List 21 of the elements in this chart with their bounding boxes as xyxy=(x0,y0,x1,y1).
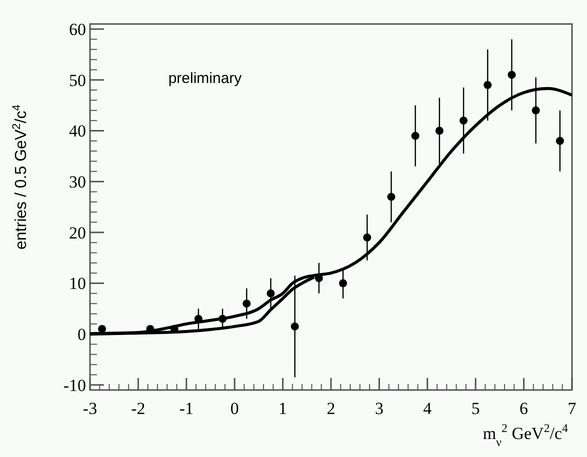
x-tick-label: -2 xyxy=(131,399,146,418)
x-tick-label: 3 xyxy=(374,399,384,418)
annotation: preliminary xyxy=(168,70,242,87)
x-tick-label: 5 xyxy=(471,399,480,418)
y-tick-label: 50 xyxy=(69,70,86,90)
x-tick-label: 2 xyxy=(326,399,336,418)
y-tick-label: 20 xyxy=(69,223,86,242)
x-tick-label: -3 xyxy=(82,399,98,418)
x-tick-label: 0 xyxy=(230,399,239,418)
y-tick-label: 40 xyxy=(69,122,86,141)
y-tick-label: -10 xyxy=(63,376,86,395)
x-axis-title: m$_{ν}$$^{2}$ GeV$^{2}$/c$^{4}$ xyxy=(482,421,568,449)
x-tick-label: 1 xyxy=(278,399,288,418)
y-tick-label: 60 xyxy=(69,20,86,40)
x-tick-label: 4 xyxy=(423,399,432,418)
y-tick-label: 0 xyxy=(78,325,86,344)
y-tick-label: 30 xyxy=(69,172,86,192)
x-tick-label: -1 xyxy=(179,399,194,418)
y-tick-label: 10 xyxy=(69,274,86,294)
x-tick-label: 7 xyxy=(568,399,577,418)
x-tick-label: 6 xyxy=(520,399,528,418)
